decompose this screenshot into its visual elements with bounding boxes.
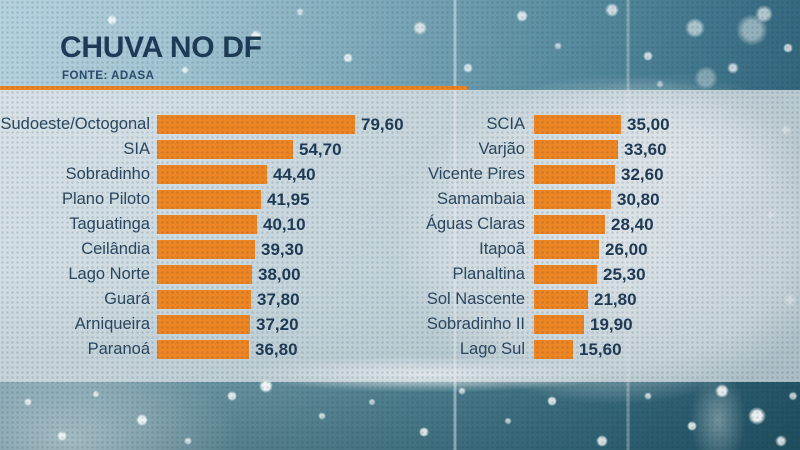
value-bar xyxy=(534,240,599,259)
region-label: Sol Nascente xyxy=(426,290,525,308)
value-label: 15,60 xyxy=(579,340,622,359)
region-label: Plano Piloto xyxy=(61,190,150,208)
value-bar xyxy=(534,115,621,134)
region-label: Sobradinho xyxy=(65,165,150,183)
value-label: 28,40 xyxy=(611,215,654,234)
value-bar xyxy=(157,265,252,284)
value-label: 33,60 xyxy=(624,140,667,159)
bar-row: Varjão 33,60 xyxy=(320,137,800,162)
value-bar xyxy=(534,315,584,334)
value-bar xyxy=(534,290,588,309)
region-label: Águas Claras xyxy=(425,215,525,233)
value-bar xyxy=(534,340,573,359)
value-label: 35,00 xyxy=(627,115,670,134)
value-bar xyxy=(157,340,249,359)
region-label: Paranoá xyxy=(87,340,150,358)
region-label: Guará xyxy=(104,290,150,308)
value-bar xyxy=(534,190,611,209)
bar-row: Sobradinho 44,40 xyxy=(0,162,420,187)
bar-row: Guará 37,80 xyxy=(0,287,420,312)
value-bar xyxy=(157,240,255,259)
bar-row: SCIA 35,00 xyxy=(320,112,800,137)
bar-row: Plano Piloto 41,95 xyxy=(0,187,420,212)
region-label: Lago Norte xyxy=(68,265,150,283)
value-label: 36,80 xyxy=(255,340,298,359)
value-label: 54,70 xyxy=(299,140,342,159)
bar-row: Vicente Pires 32,60 xyxy=(320,162,800,187)
bar-row: Planaltina 25,30 xyxy=(320,262,800,287)
bar-row: Sudoeste/Octogonal 79,60 xyxy=(0,112,420,137)
bar-row: Sol Nascente 21,80 xyxy=(320,287,800,312)
value-label: 30,80 xyxy=(617,190,660,209)
chart-column-right: SCIA 35,00 Varjão 33,60 Vicente Pires 32,60 Sa… xyxy=(320,112,800,362)
region-label: Vicente Pires xyxy=(428,165,525,183)
bar-row: Arniqueira 37,20 xyxy=(0,312,420,337)
bar-row: Taguatinga 40,10 xyxy=(0,212,420,237)
value-bar xyxy=(534,265,597,284)
region-label: Samambaia xyxy=(436,190,525,208)
bar-row: SIA 54,70 xyxy=(0,137,420,162)
value-label: 39,30 xyxy=(261,240,304,259)
header-underline xyxy=(0,86,467,90)
value-bar xyxy=(157,190,261,209)
bar-row: Lago Sul 15,60 xyxy=(320,337,800,362)
region-label: Arniqueira xyxy=(74,315,150,333)
bar-row: Paranoá 36,80 xyxy=(0,337,420,362)
region-label: SCIA xyxy=(486,115,525,133)
bar-row: Itapoã 26,00 xyxy=(320,237,800,262)
bar-row: Ceilândia 39,30 xyxy=(0,237,420,262)
value-label: 26,00 xyxy=(605,240,648,259)
value-bar xyxy=(157,215,257,234)
bar-row: Sobradinho II 19,90 xyxy=(320,312,800,337)
value-label: 37,80 xyxy=(257,290,300,309)
region-label: Taguatinga xyxy=(69,215,150,233)
page-title: CHUVA NO DF xyxy=(60,31,262,64)
bar-row: Samambaia 30,80 xyxy=(320,187,800,212)
value-label: 79,60 xyxy=(361,115,404,134)
region-label: Varjão xyxy=(478,140,525,158)
region-label: SIA xyxy=(123,140,150,158)
value-bar xyxy=(157,115,355,134)
value-label: 21,80 xyxy=(594,290,637,309)
bar-row: Lago Norte 38,00 xyxy=(0,262,420,287)
value-label: 40,10 xyxy=(263,215,306,234)
value-label: 44,40 xyxy=(273,165,316,184)
value-bar xyxy=(157,140,293,159)
source-label: FONTE: ADASA xyxy=(62,70,155,82)
region-label: Ceilândia xyxy=(81,240,150,258)
value-label: 41,95 xyxy=(267,190,310,209)
value-bar xyxy=(157,165,267,184)
value-bar xyxy=(157,290,251,309)
value-label: 38,00 xyxy=(258,265,301,284)
region-label: Itapoã xyxy=(479,240,525,258)
value-label: 37,20 xyxy=(256,315,299,334)
value-bar xyxy=(534,215,605,234)
value-bar xyxy=(534,165,615,184)
bar-row: Águas Claras 28,40 xyxy=(320,212,800,237)
region-label: Planaltina xyxy=(452,265,525,283)
value-label: 19,90 xyxy=(590,315,633,334)
region-label: Lago Sul xyxy=(459,340,525,358)
value-label: 25,30 xyxy=(603,265,646,284)
value-bar xyxy=(534,140,618,159)
region-label: Sobradinho II xyxy=(426,315,525,333)
chart-column-left: Sudoeste/Octogonal 79,60 SIA 54,70 Sobradinh… xyxy=(0,112,420,362)
value-bar xyxy=(157,315,250,334)
value-label: 32,60 xyxy=(621,165,664,184)
chart-backdrop-panel xyxy=(0,90,800,382)
header: CHUVA NO DF FONTE: ADASA xyxy=(0,0,800,92)
region-label: Sudoeste/Octogonal xyxy=(0,115,150,133)
